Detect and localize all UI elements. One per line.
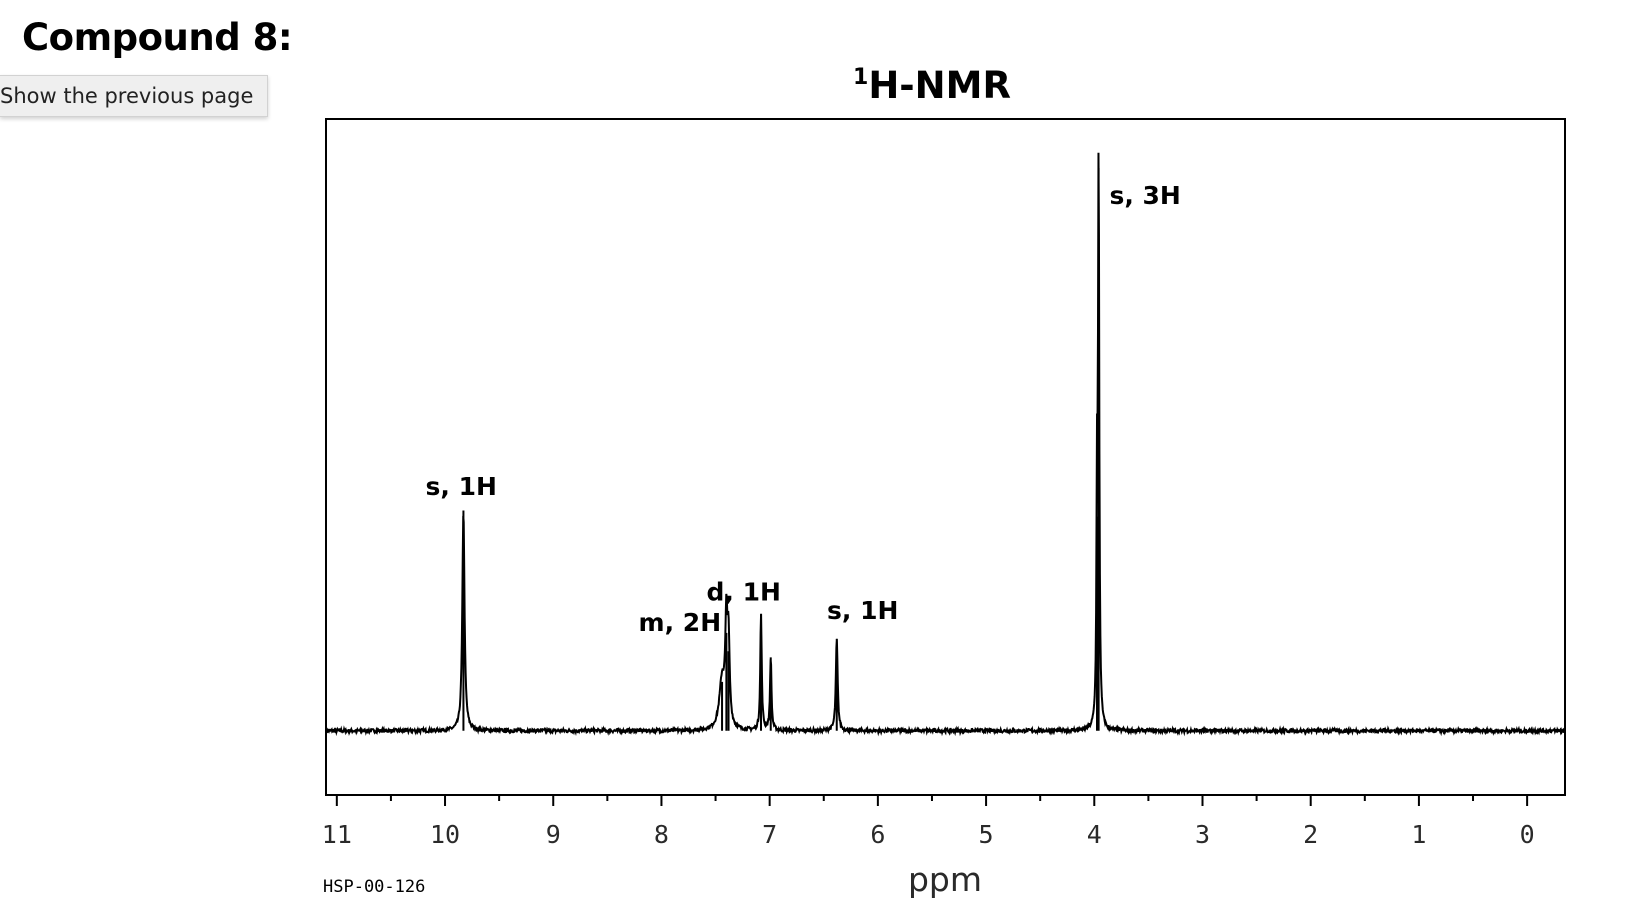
x-tick-label: 7 [762, 820, 777, 849]
spectrum-trace [325, 152, 1566, 737]
x-axis-ticks [335, 795, 1529, 806]
previous-page-tooltip: Show the previous page [0, 75, 269, 117]
peak-annotation: s, 1H [426, 472, 497, 501]
x-tick-label: 1 [1411, 820, 1426, 849]
peak-annotation: m, 2H [639, 608, 722, 637]
x-axis-tick-labels: 11 10 9 8 7 6 5 4 3 2 1 0 [322, 820, 1535, 849]
chart-title: 1H-NMR [853, 64, 1011, 107]
x-tick-label: 0 [1520, 820, 1535, 849]
compound-heading: Compound 8: [22, 16, 293, 59]
peak-annotations: s, 1H m, 2Hd, 1H s, 1H s, 3H [426, 181, 1181, 637]
x-tick-label: 4 [1087, 820, 1102, 849]
spectrum-code: HSP-00-126 [323, 877, 425, 897]
peak-annotation: s, 1H [827, 596, 898, 625]
x-tick-label: 9 [546, 820, 561, 849]
x-tick-label: 5 [979, 820, 994, 849]
x-tick-label: 8 [654, 820, 669, 849]
peak-annotation: s, 3H [1109, 181, 1180, 210]
chart-title-text: H-NMR [868, 64, 1011, 107]
peak-annotation: d, 1H [706, 577, 780, 606]
x-tick-label: 11 [322, 820, 352, 849]
x-tick-label: 6 [870, 820, 885, 849]
x-tick-label: 10 [430, 820, 460, 849]
chart-title-superscript: 1 [853, 65, 868, 90]
plot-frame [325, 118, 1566, 796]
x-axis-label: ppm [908, 860, 982, 899]
x-tick-label: 2 [1303, 820, 1318, 849]
x-tick-label: 3 [1195, 820, 1210, 849]
